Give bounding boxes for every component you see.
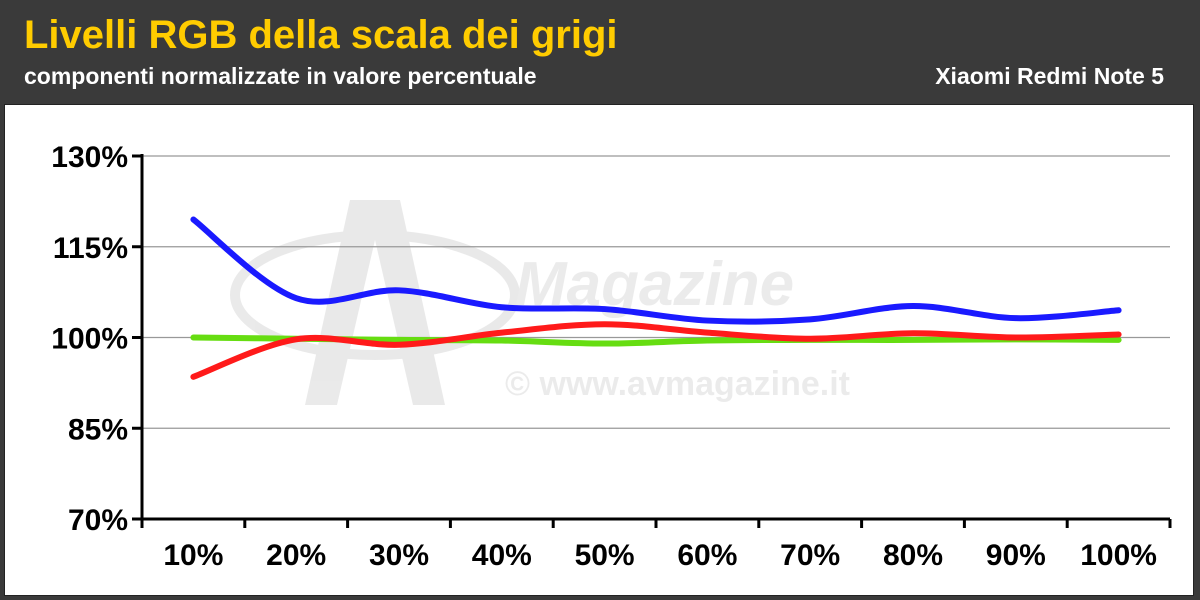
- x-tick-label: 20%: [266, 539, 326, 572]
- data-point: [1015, 337, 1017, 338]
- data-point: [501, 340, 503, 342]
- data-point: [398, 289, 400, 291]
- header: Livelli RGB della scala dei grigi compon…: [0, 0, 1200, 104]
- data-point: [295, 338, 297, 340]
- y-tick-label: 70%: [68, 504, 128, 537]
- data-point: [1015, 317, 1017, 319]
- data-point: [501, 332, 503, 334]
- data-point: [192, 376, 194, 378]
- data-point: [809, 338, 811, 340]
- avmagazine-watermark: Magazine © www.avmagazine.it: [230, 200, 850, 405]
- data-point: [604, 308, 606, 310]
- data-point: [1118, 333, 1120, 335]
- series-lines: [190, 216, 1122, 380]
- data-point: [501, 306, 503, 308]
- y-tick-label: 100%: [51, 323, 128, 356]
- chart-subtitle: componenti normalizzate in valore percen…: [24, 63, 537, 89]
- x-tick-label: 10%: [163, 539, 223, 572]
- y-tick-label: 85%: [68, 413, 128, 446]
- data-point: [192, 337, 194, 338]
- x-tick-label: 50%: [575, 539, 635, 572]
- x-tick-label: 100%: [1080, 539, 1157, 572]
- data-point: [398, 339, 400, 341]
- line-chart: Magazine © www.avmagazine.it 130% 115% 100…: [51, 141, 1172, 572]
- x-axis-labels: 10% 20% 30% 40% 50% 60% 70% 80% 90% 100%: [163, 539, 1157, 572]
- data-point: [192, 219, 194, 221]
- plot-panel: Magazine © www.avmagazine.it 130% 115% 100…: [4, 104, 1194, 596]
- data-point: [912, 305, 914, 307]
- data-point: [295, 297, 297, 299]
- data-point: [912, 339, 914, 341]
- x-tick-label: 90%: [986, 539, 1046, 572]
- data-point: [604, 323, 606, 325]
- red-series-line: [190, 321, 1122, 380]
- data-point: [604, 343, 606, 345]
- data-point: [706, 340, 708, 342]
- device-name: Xiaomi Redmi Note 5: [935, 63, 1164, 89]
- x-tick-label: 30%: [369, 539, 429, 572]
- y-tick-label: 115%: [53, 232, 128, 265]
- chart-title: Livelli RGB della scala dei grigi: [24, 13, 618, 57]
- blue-series-line: [190, 216, 1122, 325]
- x-tick-label: 60%: [677, 539, 737, 572]
- data-point: [912, 332, 914, 334]
- x-tick-label: 40%: [472, 539, 532, 572]
- data-point: [398, 344, 400, 346]
- data-point: [1118, 339, 1120, 341]
- data-point: [706, 320, 708, 322]
- data-point: [809, 318, 811, 320]
- data-point: [706, 332, 708, 334]
- data-point: [1118, 309, 1120, 311]
- x-tick-label: 70%: [780, 539, 840, 572]
- watermark-copyright: © www.avmagazine.it: [505, 365, 850, 403]
- y-tick-label: 130%: [51, 141, 128, 174]
- axes: [132, 154, 1172, 528]
- y-axis-labels: 130% 115% 100% 85% 70%: [51, 141, 128, 537]
- x-tick-label: 80%: [883, 539, 943, 572]
